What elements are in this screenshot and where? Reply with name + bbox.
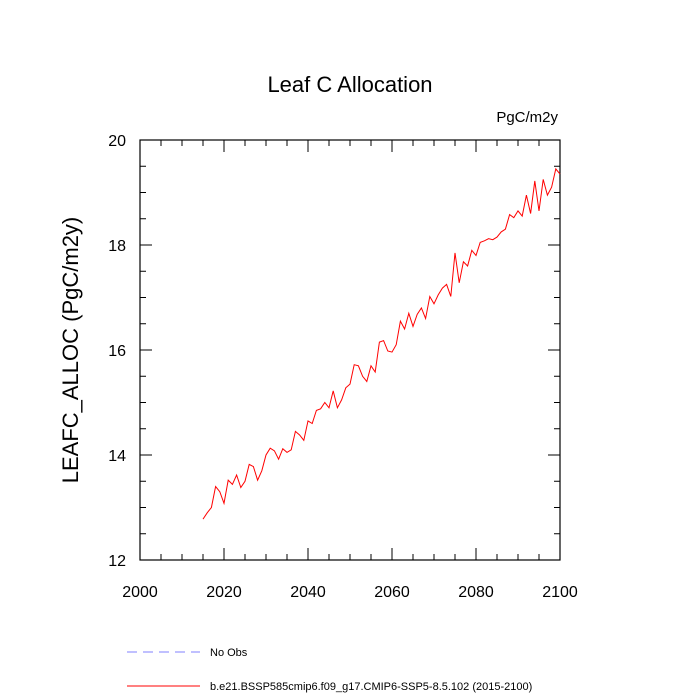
chart-title: Leaf C Allocation [267, 72, 432, 97]
y-tick-label: 18 [108, 238, 126, 255]
y-tick-label: 14 [108, 448, 126, 465]
y-axis-label: LEAFC_ALLOC (PgC/m2y) [58, 217, 83, 484]
legend: No Obs b.e21.BSSP585cmip6.f09_g17.CMIP6-S… [127, 647, 532, 693]
plot-frame [139, 139, 561, 561]
x-tick-label: 2020 [206, 584, 242, 601]
legend-label: b.e21.BSSP585cmip6.f09_g17.CMIP6-SSP5-8.… [210, 681, 532, 693]
y-tick-label: 12 [108, 553, 126, 570]
x-tick-label: 2060 [374, 584, 410, 601]
legend-label: No Obs [210, 647, 248, 659]
x-tick-label: 2040 [290, 584, 326, 601]
y-tick-label: 16 [108, 343, 126, 360]
x-tick-label: 2100 [542, 584, 578, 601]
units-label: PgC/m2y [496, 109, 558, 126]
series-line [202, 167, 561, 520]
series-layer [202, 167, 561, 520]
y-tick-label: 20 [108, 133, 126, 150]
x-tick-label: 2000 [122, 584, 158, 601]
x-tick-label: 2080 [458, 584, 494, 601]
axes: 2000 2020 2040 2060 2080 2100 12 14 16 18 20 [108, 133, 578, 601]
